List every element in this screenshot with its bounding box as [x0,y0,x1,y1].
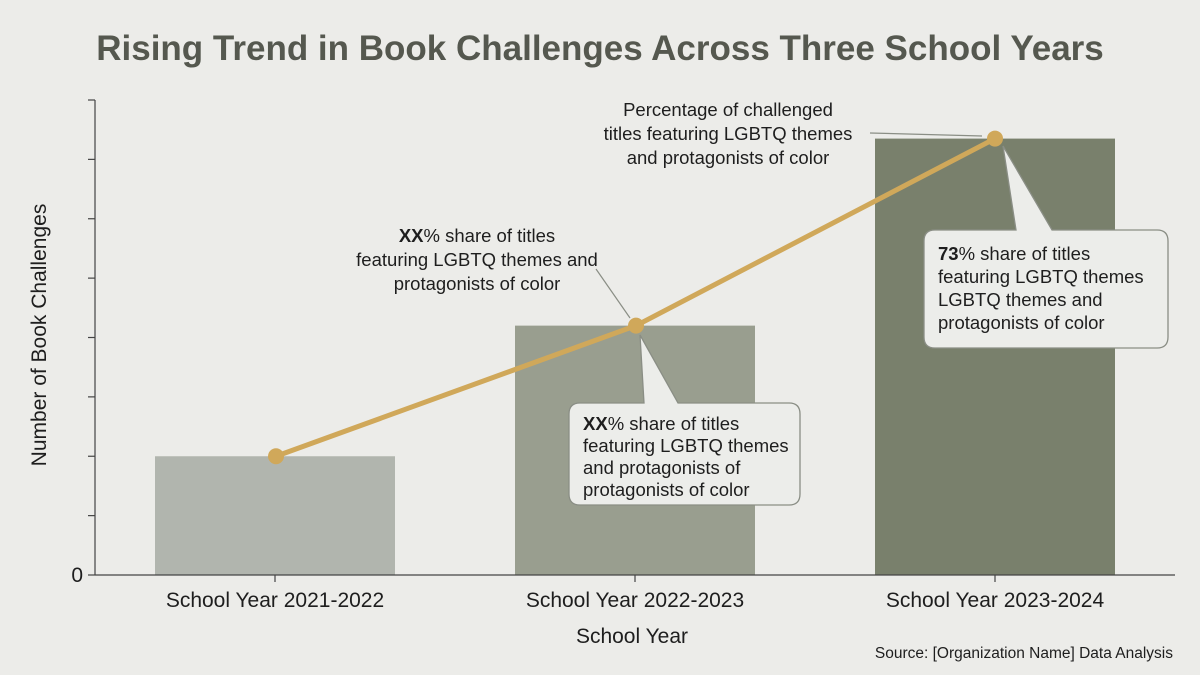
trend-group [268,130,1003,465]
trend-point-1 [268,448,284,465]
callout-4-line: featuring LGBTQ themes [938,266,1144,287]
bar-3 [875,138,1115,575]
callout-1-leader [869,132,983,137]
bars-group [155,138,1115,575]
callout-4-line: LGBTQ themes and [938,289,1103,310]
callout-1-line: titles featuring LGBTQ themes [604,123,853,144]
callout-3-line: XX% share of titles [583,413,739,434]
callout-3-line: featuring LGBTQ themes [583,435,789,456]
callout-4-bubble [923,145,1169,349]
x-tick-label: School Year 2023-2024 [886,589,1105,612]
callout-1-line: and protagonists of color [627,147,830,168]
axes-group: 0 School Year 2021-2022 School Year 2022-2… [71,99,1175,612]
callouts-group: Percentage of challenged titles featuring… [356,99,1169,506]
x-tick-label: School Year 2021-2022 [166,589,384,612]
callout-3-bubble [568,334,801,506]
callout-2-line: XX% share of titles [399,225,555,246]
y-tick-label: 0 [71,564,83,587]
callout-3-line: and protagonists of [583,457,741,478]
x-tick-label: School Year 2022-2023 [526,589,744,612]
trend-point-3 [987,130,1003,147]
callout-2-leader [595,268,631,319]
callout-2-line: protagonists of color [394,273,561,294]
x-axis-label: School Year [576,625,688,648]
trend-point-2 [628,317,644,334]
source-note: Source: [Organization Name] Data Analysi… [875,645,1173,662]
callout-3-line: protagonists of color [583,479,750,500]
callout-4-line: 73% share of titles [938,243,1090,264]
callout-4-line: protagonists of color [938,312,1105,333]
callout-1-line: Percentage of challenged [623,99,833,120]
callout-2-line: featuring LGBTQ themes and [356,249,598,270]
y-axis-label: Number of Book Challenges [28,204,51,467]
chart-title: Rising Trend in Book Challenges Across T… [96,29,1104,68]
bar-1 [155,456,395,575]
